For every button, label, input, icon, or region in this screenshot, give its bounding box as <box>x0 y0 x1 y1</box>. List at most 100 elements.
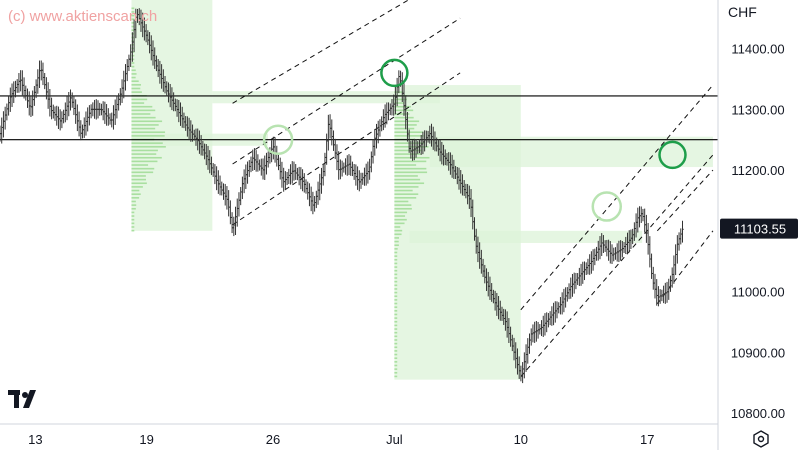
volume-profile-bar <box>131 18 135 21</box>
volume-profile-bar <box>394 200 409 203</box>
tradingview-logo <box>8 390 36 408</box>
volume-profile-bar <box>131 120 163 123</box>
zone-rect <box>409 230 643 243</box>
marker-circle-dark <box>380 58 409 88</box>
volume-profile-bar <box>131 142 163 144</box>
volume-profile-bar <box>131 171 154 174</box>
volume-profile-bar <box>394 182 425 185</box>
volume-profile-bar <box>131 73 137 75</box>
horizontal-levels[interactable] <box>0 95 718 141</box>
volume-profile-bar <box>394 357 398 359</box>
volume-profile-bar <box>394 350 398 352</box>
volume-profile-bar <box>394 299 398 301</box>
y-tick-label: 10900.00 <box>731 345 785 360</box>
volume-profile-bar <box>394 127 415 130</box>
volume-profile-bar <box>394 310 398 312</box>
volume-profile-bar <box>131 149 158 152</box>
volume-profile-bar <box>394 342 398 345</box>
channel-line <box>656 230 714 305</box>
volume-profile-bar <box>394 102 405 104</box>
volume-profile-bar <box>394 197 417 199</box>
volume-profile-bar <box>394 320 398 323</box>
x-tick-label: 10 <box>514 432 528 447</box>
volume-profile-bar <box>131 164 149 166</box>
volume-profile-bar <box>131 33 135 35</box>
volume-profile-bar <box>131 25 135 28</box>
marker-circle-light <box>591 191 623 222</box>
y-tick-label: 11400.00 <box>731 42 784 57</box>
volume-profile-bar <box>394 226 401 228</box>
volume-profile-bar <box>394 164 417 166</box>
volume-profile-bar <box>131 127 156 130</box>
volume-profile-bar <box>394 149 422 152</box>
last-price-label: 11103.55 <box>734 222 786 237</box>
volume-profile-bar <box>394 167 427 170</box>
volume-profile-bar <box>394 262 398 265</box>
ohlc-bars <box>0 8 684 384</box>
x-tick-label: Jul <box>386 432 403 447</box>
volume-profile-bar <box>131 215 135 217</box>
volume-profile-bar <box>131 207 136 210</box>
volume-profile-bar <box>131 193 141 195</box>
zone-rect <box>131 0 213 231</box>
volume-profile-bar <box>131 124 159 126</box>
volume-profile-bar <box>394 291 398 294</box>
volume-profile-bar <box>394 240 399 243</box>
volume-profile-bar <box>394 222 405 225</box>
volume-profile-bar <box>394 207 412 210</box>
volume-profile-bar <box>394 306 398 308</box>
volume-profile-bar <box>131 222 135 225</box>
volume-profile-bar <box>131 116 156 119</box>
volume-profile-bar <box>394 273 398 276</box>
volume-profile-bar <box>131 226 135 228</box>
volume-profile-bar <box>131 36 135 39</box>
marker-circles[interactable] <box>262 58 687 222</box>
volume-profile-bar <box>131 54 135 57</box>
volume-profile-bar <box>394 266 398 268</box>
volume-profile-bar <box>131 167 155 170</box>
volume-profile-bar <box>394 295 398 298</box>
volume-profile-bar <box>394 280 398 283</box>
volume-profile-bar <box>131 84 142 86</box>
volume-profile-bar <box>394 324 398 327</box>
volume-profile-bar <box>394 346 398 349</box>
volume-profile-bar <box>131 43 135 46</box>
x-tick-label: 13 <box>28 432 42 447</box>
volume-profile-bar <box>131 80 139 82</box>
volume-profile-bar <box>394 313 398 316</box>
settings-hex-icon[interactable] <box>752 430 770 448</box>
volume-profile-bar <box>394 229 403 232</box>
volume-profile-bar <box>394 211 408 214</box>
zone-rect <box>429 136 713 168</box>
volume-profile-bar <box>394 251 398 254</box>
volume-profile-bar <box>394 368 398 370</box>
x-tick-label: 19 <box>139 432 153 447</box>
volume-profile-bar <box>394 331 398 334</box>
volume-profile-bar <box>131 51 135 53</box>
volume-profile-bar <box>394 116 414 119</box>
volume-profile-bar <box>394 153 422 155</box>
y-tick-label: 11000.00 <box>731 285 784 300</box>
volume-profile-bar <box>394 269 398 272</box>
volume-profile-bar <box>394 233 402 236</box>
volume-profile-bar <box>394 335 398 338</box>
volume-profile-bar <box>394 317 398 319</box>
y-tick-label: 11300.00 <box>731 102 784 117</box>
channel-line <box>520 154 714 377</box>
volume-profile-bar <box>131 65 135 68</box>
channel-line <box>232 72 461 226</box>
volume-profile-bar <box>131 178 146 181</box>
volume-profile-bar <box>394 302 398 305</box>
volume-profile-bar <box>394 218 407 221</box>
currency-label[interactable]: CHF <box>728 4 757 20</box>
volume-profile-bar <box>394 328 398 330</box>
trend-channels[interactable] <box>232 0 714 377</box>
volume-profile-bar <box>131 47 135 50</box>
volume-profile-bar <box>131 135 165 137</box>
volume-profile-bar <box>394 146 429 148</box>
channel-line <box>232 17 461 165</box>
volume-profile-bar <box>394 248 398 250</box>
marker-circle-light <box>262 124 294 155</box>
volume-profile-bar <box>131 204 137 206</box>
